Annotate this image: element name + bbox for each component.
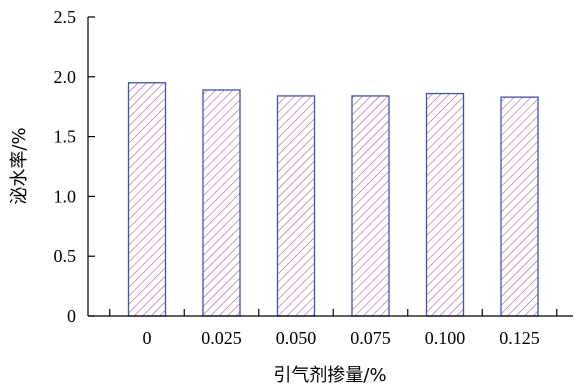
axes-layer [87,17,573,317]
x-tick-label: 0.050 [276,328,317,348]
x-ticks-layer: 0 0.025 0.050 0.075 0.100 0.125 [109,309,558,348]
y-tick-label: 2.5 [54,7,77,27]
y-ticks-layer: 0 0.5 1.0 1.5 2.0 2.5 [54,7,95,326]
y-tick-label: 1.5 [54,127,77,147]
x-tick-label: 0.125 [499,328,540,348]
x-tick-label: 0.025 [201,328,242,348]
bar-0.050 [276,95,316,317]
y-tick-label: 1.0 [54,186,77,206]
x-tick-label: 0.100 [425,328,466,348]
bar-0.100 [425,92,465,317]
y-tick-label: 2.0 [54,67,77,87]
y-tick-label: 0 [67,306,76,326]
x-tick-label: 0.075 [350,328,391,348]
bar-0.075 [351,95,390,317]
bar-0.025 [202,89,241,317]
y-tick-label: 0.5 [54,246,77,266]
x-tick-label: 0 [143,328,152,348]
bar-0.125 [500,96,539,317]
y-axis-title: 泌水率/% [9,127,30,204]
bar-0 [127,82,167,317]
x-axis-title: 引气剂掺量/% [273,365,386,385]
bars-layer [127,82,539,317]
